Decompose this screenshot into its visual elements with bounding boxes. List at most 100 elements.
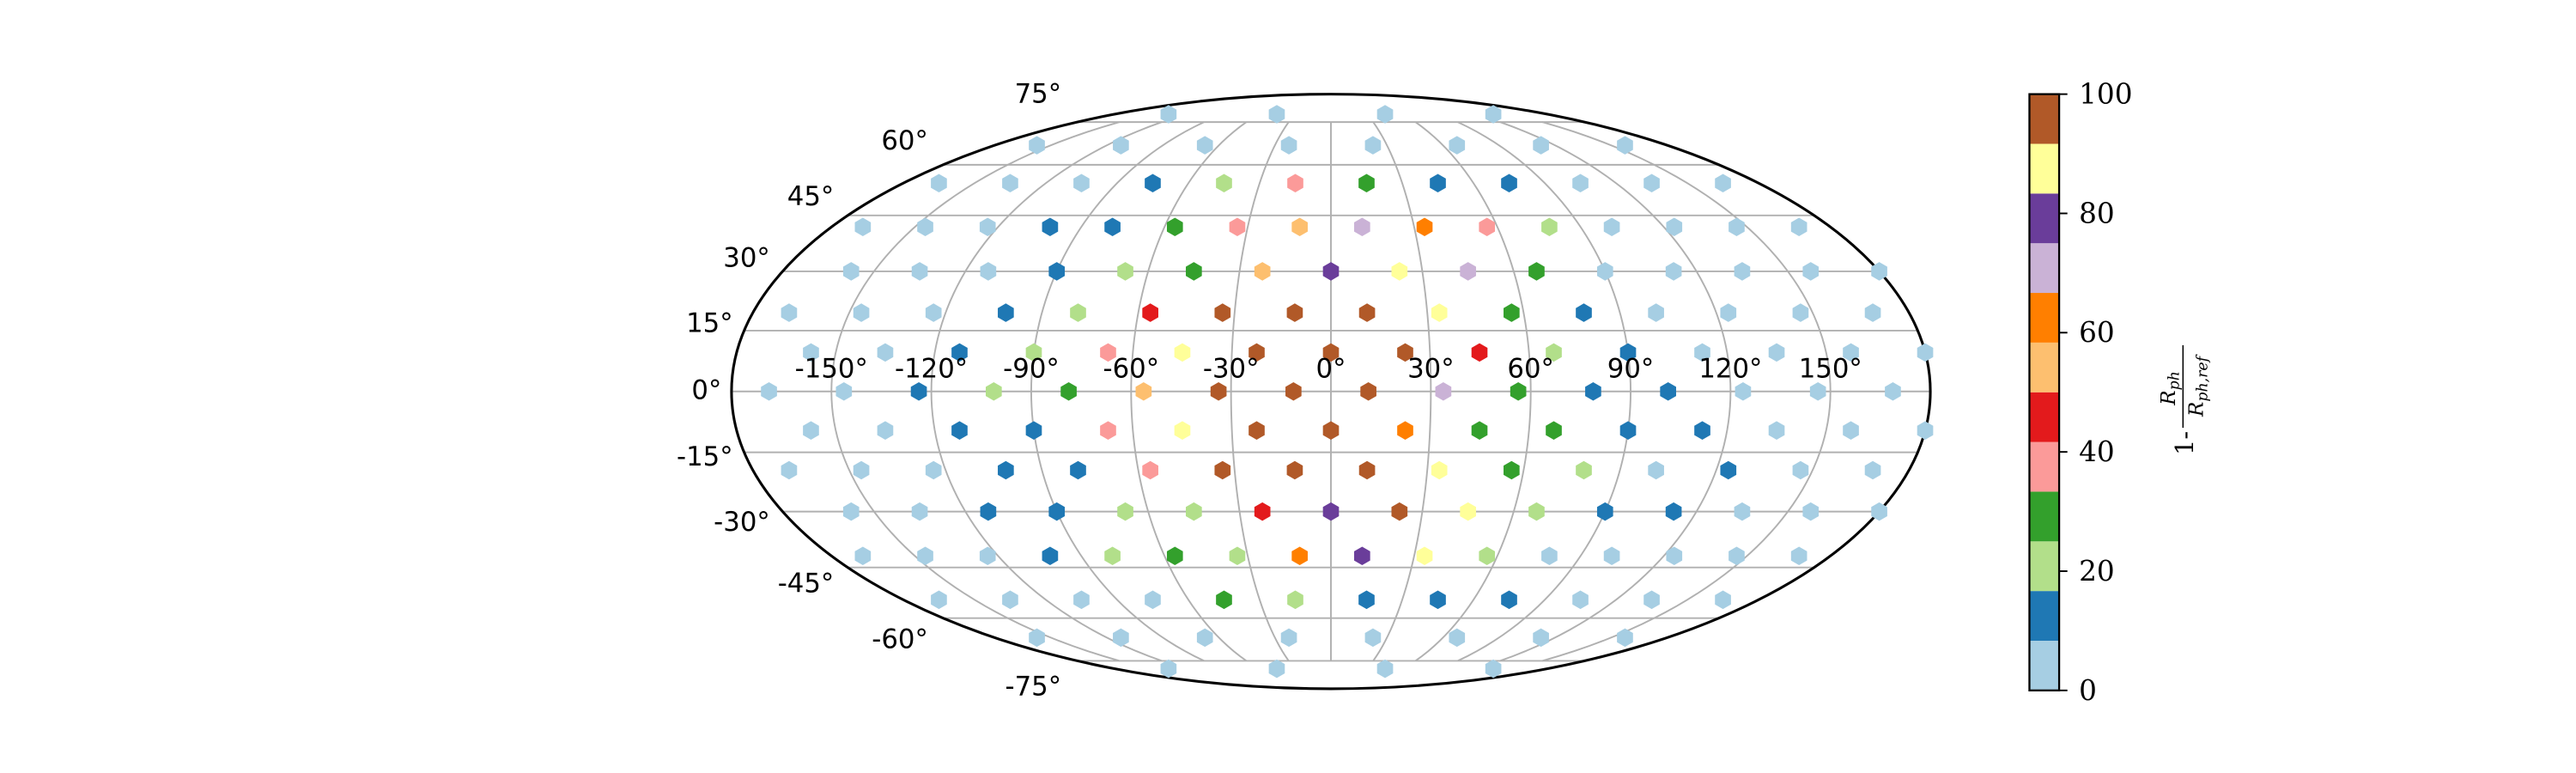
hex-point	[1002, 173, 1018, 192]
colorbar-segment	[2029, 640, 2060, 691]
colorbar-segment	[2029, 143, 2060, 194]
hex-point	[1135, 382, 1152, 401]
colorbar-tick-label: 60	[2079, 316, 2115, 349]
hex-point	[1268, 105, 1285, 124]
hex-point	[1576, 303, 1592, 322]
hex-point	[1073, 173, 1090, 192]
colorbar-segment	[2029, 243, 2060, 294]
hex-point	[1802, 262, 1820, 281]
hex-point	[925, 303, 942, 322]
hex-point	[1229, 546, 1246, 566]
hex-point	[1917, 343, 1934, 362]
hex-point	[1596, 262, 1613, 281]
hex-point	[910, 382, 927, 401]
hex-point	[1720, 460, 1737, 480]
hex-point	[853, 460, 870, 480]
hex-point	[1449, 628, 1466, 648]
hex-point	[979, 546, 996, 566]
numerator-sub: ph	[2166, 371, 2183, 390]
hex-point	[1479, 546, 1496, 566]
grid-meridian	[1230, 121, 1290, 661]
hex-point	[1042, 217, 1059, 237]
hex-point	[1364, 136, 1382, 155]
hex-point	[1617, 136, 1633, 155]
colorbar-segment	[2029, 491, 2060, 542]
graticule	[730, 93, 1932, 691]
hex-point	[1864, 303, 1881, 322]
y-tick-label: -15°	[677, 441, 733, 472]
y-tick-label: 60°	[881, 125, 928, 156]
hex-point	[1768, 343, 1785, 362]
hex-point	[1533, 628, 1549, 648]
hex-point	[1216, 590, 1232, 610]
hex-point	[1397, 343, 1413, 362]
hex-point	[1160, 105, 1177, 124]
hex-point	[1196, 136, 1213, 155]
colorbar-tick-label: 0	[2079, 674, 2097, 707]
hex-point	[1665, 502, 1682, 521]
hex-point	[1430, 590, 1446, 610]
y-tick-label: 30°	[723, 242, 770, 273]
hex-point	[980, 262, 997, 281]
hex-point	[1029, 136, 1045, 155]
hex-point	[1042, 546, 1059, 566]
y-tick-label: 75°	[1015, 78, 1062, 109]
hex-point	[1694, 421, 1710, 440]
colorbar-segment	[2029, 342, 2060, 393]
hex-point	[1145, 173, 1161, 192]
hex-point	[1715, 173, 1731, 192]
hex-point	[1485, 659, 1502, 679]
hex-point	[1358, 590, 1375, 610]
hex-point	[1322, 262, 1340, 281]
hex-point	[931, 590, 947, 610]
x-tick-label: 30°	[1407, 353, 1455, 384]
hex-point	[1060, 382, 1077, 401]
hex-point	[1449, 136, 1466, 155]
hex-point	[1768, 421, 1785, 440]
numerator-base: R	[2158, 390, 2180, 405]
denominator-sub: ph,ref	[2194, 354, 2211, 401]
grid-meridian	[830, 121, 1121, 662]
colorbar-segment	[2029, 591, 2060, 641]
map-boundary	[730, 93, 1932, 691]
grid-meridian	[1030, 121, 1205, 662]
hex-point	[1291, 546, 1308, 566]
hex-point	[835, 382, 853, 401]
colorbar-tick-label: 80	[2079, 197, 2115, 229]
hex-point	[1660, 382, 1676, 401]
hex-point	[1117, 502, 1133, 521]
y-tick-label: -75°	[1005, 671, 1061, 702]
hex-point	[1585, 382, 1601, 401]
hex-point	[1501, 590, 1517, 610]
hex-point	[1354, 217, 1370, 237]
hex-point	[877, 343, 894, 362]
grid-meridian	[1499, 121, 1732, 662]
hex-point	[1792, 303, 1809, 322]
hex-point	[1117, 262, 1133, 281]
hex-point	[1025, 421, 1042, 440]
x-tick-label: -30°	[1203, 353, 1260, 384]
hex-point	[1430, 173, 1446, 192]
hex-point	[1002, 590, 1018, 610]
hex-point	[931, 173, 947, 192]
hex-point	[1734, 262, 1751, 281]
hex-point	[1471, 421, 1488, 440]
colorbar-tick-label: 40	[2079, 435, 2115, 468]
hex-point	[1665, 262, 1682, 281]
hex-point	[1541, 546, 1558, 566]
x-tick-label: -120°	[895, 353, 968, 384]
hex-point	[1287, 590, 1303, 610]
hex-point	[925, 460, 942, 480]
hex-point	[1533, 136, 1549, 155]
hex-point	[1596, 502, 1613, 521]
hex-point	[1479, 217, 1496, 237]
hex-point	[1249, 343, 1265, 362]
hex-point	[1174, 343, 1191, 362]
hex-point	[1416, 217, 1433, 237]
hex-point	[1510, 382, 1527, 401]
hex-point	[980, 502, 997, 521]
hex-point	[1186, 262, 1202, 281]
hex-point	[1254, 262, 1271, 281]
grid-meridian	[1372, 121, 1432, 661]
hex-point	[1648, 303, 1664, 322]
